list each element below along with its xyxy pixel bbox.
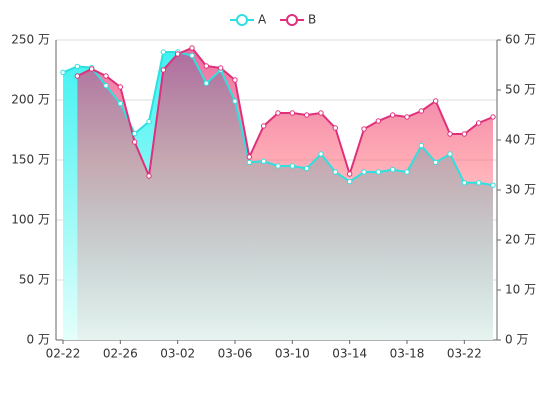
x-tick-label: 03-06 xyxy=(218,347,253,361)
x-tick-label: 02-22 xyxy=(46,347,81,361)
y2-tick-label: 60 万 xyxy=(505,33,536,47)
point xyxy=(418,142,425,149)
point xyxy=(275,110,281,116)
point xyxy=(232,98,238,104)
point xyxy=(447,151,453,157)
x-tick-label: 03-10 xyxy=(275,347,310,361)
point xyxy=(461,131,468,137)
point xyxy=(189,52,195,59)
y2-tick-label: 30 万 xyxy=(505,183,536,197)
y2-tick-label: 40 万 xyxy=(505,133,536,147)
point xyxy=(103,73,109,79)
y2-tick-label: 20 万 xyxy=(505,233,536,247)
point xyxy=(203,80,210,86)
point xyxy=(475,120,482,126)
point xyxy=(461,180,468,186)
point xyxy=(361,126,367,132)
point xyxy=(203,63,210,69)
point xyxy=(117,100,124,107)
point xyxy=(275,163,281,169)
point xyxy=(375,169,382,175)
point xyxy=(189,45,195,51)
point xyxy=(375,118,382,124)
point xyxy=(447,131,453,137)
x-tick-label: 03-02 xyxy=(160,347,195,361)
point xyxy=(160,67,167,73)
point xyxy=(131,130,138,137)
x-tick-label: 03-14 xyxy=(332,347,367,361)
point xyxy=(260,158,267,164)
point xyxy=(131,139,138,145)
point xyxy=(74,73,81,79)
point xyxy=(332,169,339,175)
point xyxy=(160,49,167,55)
point xyxy=(246,159,253,166)
point xyxy=(432,159,439,166)
point xyxy=(404,169,410,175)
legend-icon xyxy=(236,14,248,26)
x-tick-label: 03-22 xyxy=(447,347,482,361)
point xyxy=(217,65,224,71)
point xyxy=(289,163,296,169)
point xyxy=(332,125,339,131)
line xyxy=(76,46,494,180)
point xyxy=(117,84,124,90)
point xyxy=(389,166,396,173)
y-tick-label: 0 万 xyxy=(27,333,50,347)
y-tick-label: 50 万 xyxy=(19,273,50,287)
x-tick-label: 02-26 xyxy=(103,347,138,361)
point xyxy=(389,112,396,118)
point xyxy=(490,182,496,188)
point xyxy=(404,114,410,120)
point xyxy=(146,173,152,179)
x-tick-label: 03-18 xyxy=(390,347,425,361)
point xyxy=(289,110,296,116)
legend-label: A xyxy=(258,13,267,27)
point xyxy=(475,180,482,186)
point xyxy=(303,112,310,118)
point xyxy=(490,114,496,120)
point xyxy=(346,171,353,177)
point xyxy=(346,178,353,185)
legend-label: B xyxy=(308,13,316,27)
point xyxy=(103,82,109,89)
y-tick-label: 200 万 xyxy=(11,93,50,107)
y-tick-label: 150 万 xyxy=(11,153,50,167)
area xyxy=(77,48,493,340)
point xyxy=(246,154,253,160)
point xyxy=(146,118,152,125)
point xyxy=(74,63,81,70)
legend-icon xyxy=(286,14,298,26)
point xyxy=(260,123,267,129)
y-tick-label: 250 万 xyxy=(11,33,50,47)
point xyxy=(418,108,425,114)
y2-tick-label: 10 万 xyxy=(505,283,536,297)
point xyxy=(318,110,324,116)
point xyxy=(318,151,324,157)
y2-tick-label: 50 万 xyxy=(505,83,536,97)
point xyxy=(432,98,439,104)
point xyxy=(232,77,238,83)
y2-tick-label: 0 万 xyxy=(505,333,528,347)
y-tick-label: 100 万 xyxy=(11,213,50,227)
point xyxy=(174,51,181,57)
point xyxy=(88,66,95,72)
point xyxy=(303,165,310,172)
point xyxy=(60,69,66,76)
point xyxy=(361,169,367,175)
